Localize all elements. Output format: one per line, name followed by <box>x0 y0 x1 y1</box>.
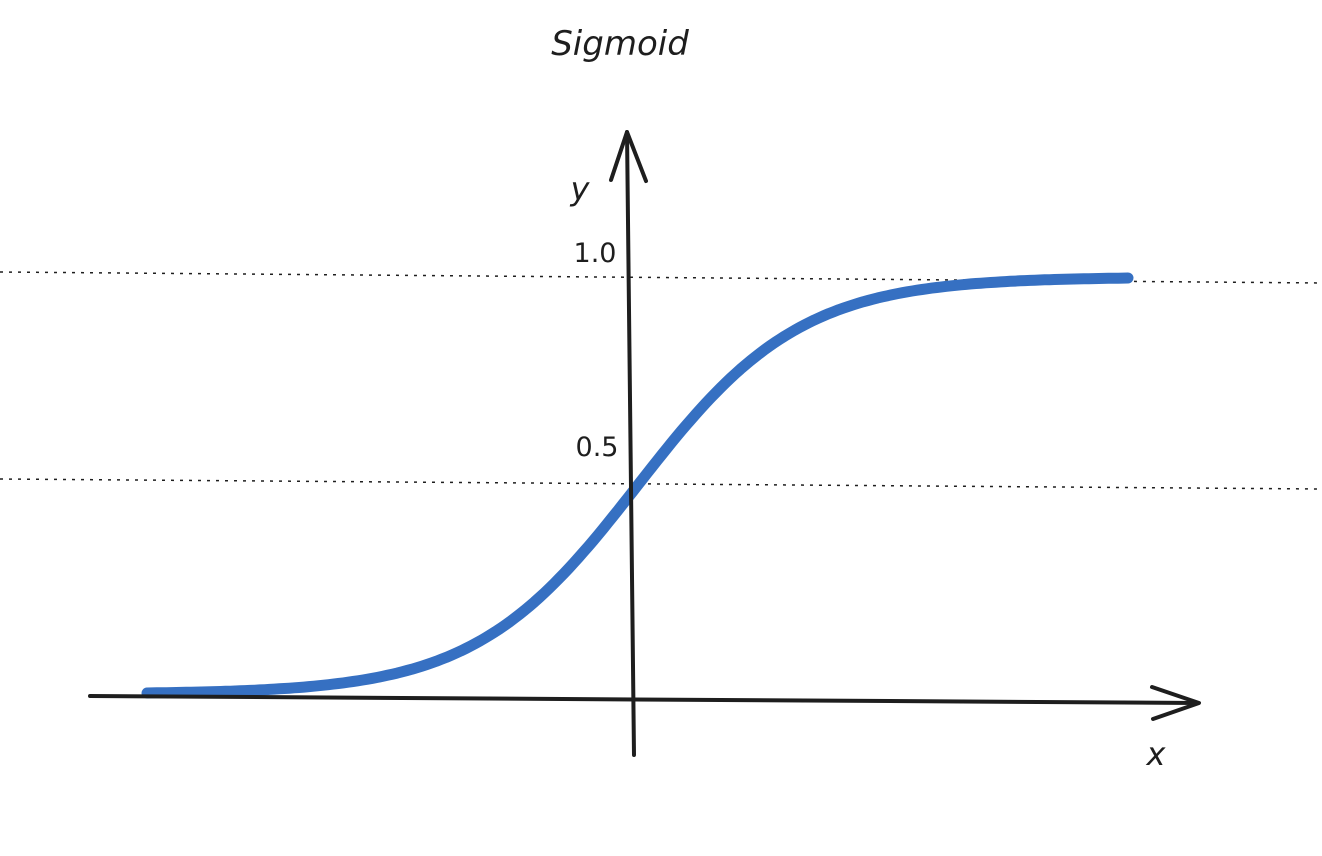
y-axis-label: y <box>570 170 591 208</box>
sigmoid-curve-line <box>141 272 1134 699</box>
x-axis-label: x <box>1146 735 1167 773</box>
y-axis <box>625 130 636 757</box>
reference-line-0-5 <box>0 478 1322 490</box>
sigmoid-curve <box>141 272 1134 699</box>
tick-label-1: 1.0 <box>574 238 617 269</box>
chart-title: Sigmoid <box>551 24 689 64</box>
x-axis <box>88 694 1200 705</box>
y-axis-arrowhead <box>609 130 648 183</box>
x-axis-arrowhead <box>1150 685 1201 721</box>
tick-label-0-5: 0.5 <box>576 432 619 463</box>
